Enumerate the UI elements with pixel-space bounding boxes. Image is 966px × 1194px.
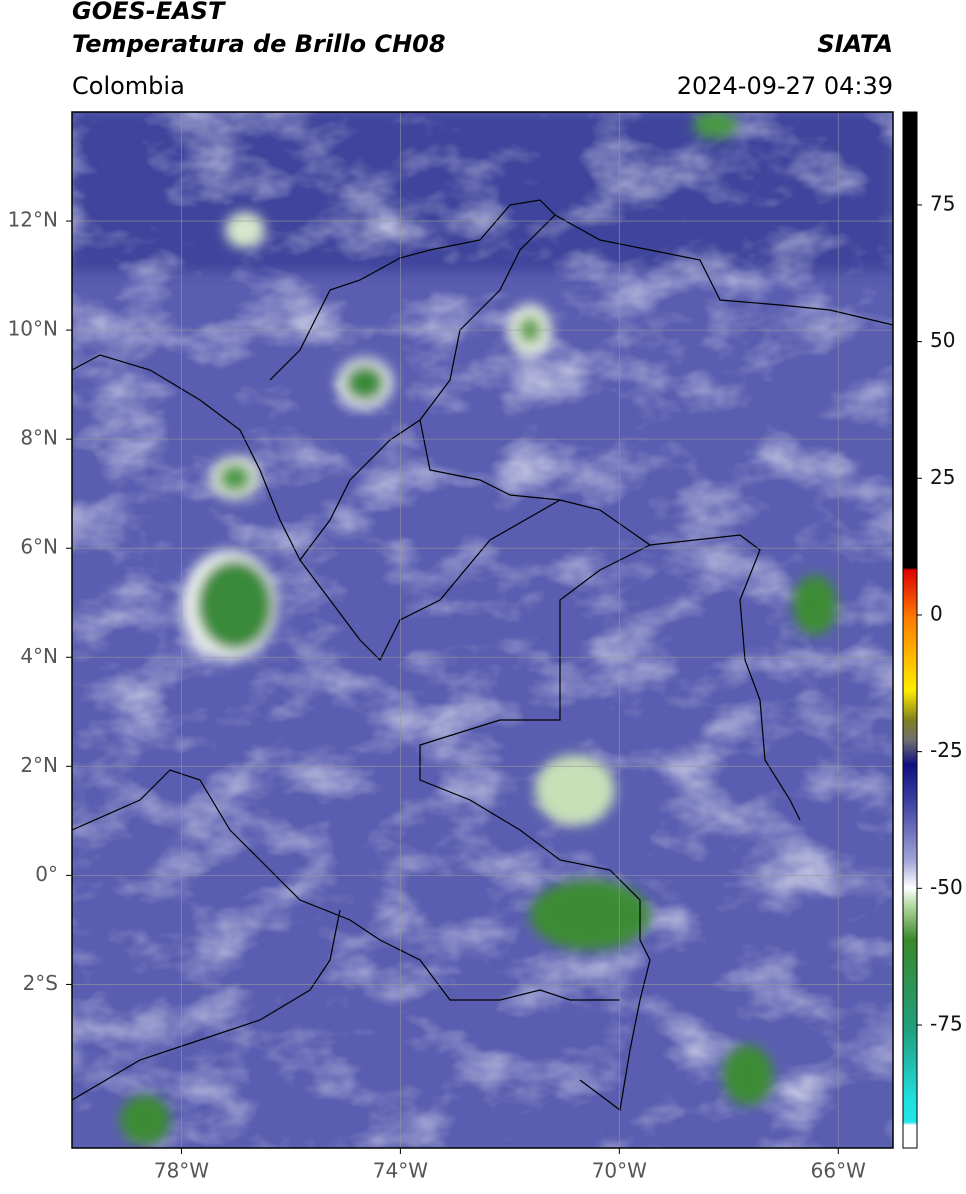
region: Colombia [72,72,185,100]
colorbar-tick-label: -25 [930,738,963,762]
x-tick-label: 66°W [811,1159,866,1183]
colorbar-tick-label: 25 [930,465,955,489]
y-tick-label: 0° [35,862,58,886]
title: GOES-EAST [72,0,226,25]
colorbar-tick-label: 50 [930,328,955,352]
x-tick-label: 70°W [592,1159,647,1183]
x-tick-label: 78°W [154,1159,209,1183]
source: SIATA [817,30,893,58]
y-tick-label: 6°N [20,535,58,559]
y-tick-label: 10°N [8,317,58,341]
borders [72,199,893,1112]
colorbar-tick-label: 0 [930,601,943,625]
grid [72,112,893,1148]
y-tick-label: 12°N [8,208,58,232]
colorbar-tick-label: 75 [930,191,955,215]
plot-frame [71,111,894,1149]
colorbar [902,111,918,1149]
colorbar-tick-label: -75 [930,1011,963,1035]
colorbar-tick-label: -50 [930,875,963,899]
y-tick-label: 4°N [20,644,58,668]
y-tick-label: 2°N [20,753,58,777]
satellite-image [72,112,893,1148]
datetime: 2024-09-27 04:39 [677,72,893,100]
subtitle: Temperatura de Brillo CH08 [72,30,446,58]
y-tick-label: 2°S [23,971,58,995]
y-tick-label: 8°N [20,426,58,450]
x-tick-label: 74°W [373,1159,428,1183]
